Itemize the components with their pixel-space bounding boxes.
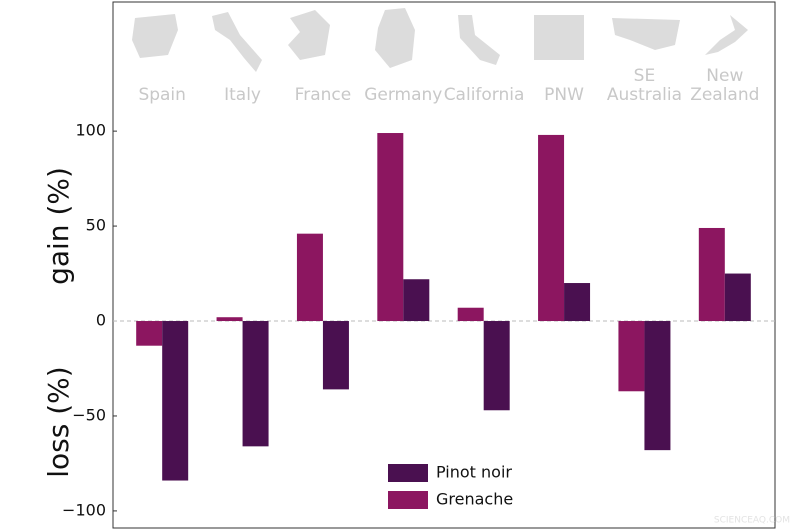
bar <box>403 279 430 322</box>
category-text: Italy <box>224 85 261 105</box>
plot-frame <box>112 1 776 529</box>
y-tick-label: 50 <box>86 216 106 235</box>
watermark: SCIENCEAQ.COM <box>714 516 790 526</box>
y-axis-label-loss: loss (%) <box>42 366 75 477</box>
bar <box>644 321 671 451</box>
bar <box>483 321 510 411</box>
y-tick-label: 100 <box>75 121 106 140</box>
icon-france <box>288 10 330 60</box>
bar <box>457 307 484 322</box>
legend-label: Grenache <box>436 490 513 509</box>
x-tick-label: California <box>439 55 529 105</box>
x-tick-label: New Zealand <box>680 55 770 105</box>
bar <box>564 283 591 322</box>
category-text: Spain <box>138 85 186 105</box>
category-text: New Zealand <box>690 66 760 105</box>
region-icons <box>132 8 748 72</box>
bar <box>242 321 269 447</box>
legend-swatch <box>388 491 428 509</box>
bar <box>136 321 163 346</box>
bar <box>377 133 404 322</box>
bar <box>538 134 565 322</box>
category-text: PNW <box>544 85 584 105</box>
bar <box>322 321 349 390</box>
bar <box>216 317 243 322</box>
bar <box>296 233 323 322</box>
bar <box>618 321 645 392</box>
x-tick-label: France <box>278 55 368 105</box>
bar <box>162 321 189 481</box>
x-tick-label: SE Australia <box>599 55 689 105</box>
legend-swatch <box>388 464 428 482</box>
category-text: California <box>443 85 525 105</box>
category-text: Germany <box>364 85 443 105</box>
icon-new-zealand <box>705 15 748 55</box>
bar <box>698 227 725 322</box>
bar <box>724 273 751 322</box>
icon-california <box>458 15 500 65</box>
x-tick-label: Italy <box>198 55 288 105</box>
y-tick-label: −100 <box>62 500 106 519</box>
category-text: France <box>294 85 352 105</box>
icon-se-australia <box>612 18 680 50</box>
x-tick-label: Germany <box>358 55 448 105</box>
icon-spain <box>132 14 178 58</box>
legend-label: Pinot noir <box>436 463 512 482</box>
y-axis-label-gain: gain (%) <box>42 167 75 285</box>
x-tick-label: PNW <box>519 55 609 105</box>
icon-germany <box>375 8 415 68</box>
icon-italy <box>212 12 262 72</box>
category-text: SE Australia <box>606 66 683 105</box>
y-tick-label: 0 <box>96 311 106 330</box>
x-tick-label: Spain <box>117 55 207 105</box>
icon-pnw <box>534 15 584 60</box>
y-tick-label: −50 <box>72 405 106 424</box>
